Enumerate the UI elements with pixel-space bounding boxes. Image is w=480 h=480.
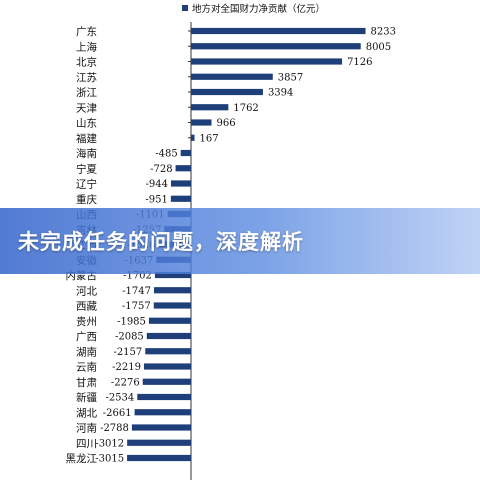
category-label: 湖南 (76, 345, 97, 358)
category-label: 宁夏 (76, 162, 97, 175)
bar-上海 (191, 43, 361, 50)
legend-label: 地方对全国财力净贡献（亿元） (192, 3, 325, 15)
category-label: 贵州 (76, 315, 97, 328)
bar-四川 (127, 439, 191, 446)
data-label: 8005 (366, 42, 391, 53)
bar-甘肃 (142, 378, 191, 385)
data-label: -1747 (122, 286, 151, 297)
bar-重庆 (170, 195, 191, 202)
bar-北京 (191, 58, 343, 65)
bar-福建 (191, 134, 195, 141)
bar-浙江 (191, 88, 263, 96)
bar-广西 (146, 332, 191, 340)
category-label: 云南 (76, 361, 97, 374)
bar-贵州 (148, 317, 191, 324)
data-label: -1702 (123, 271, 152, 282)
category-label: 浙江 (76, 87, 97, 99)
bar-西藏 (153, 302, 191, 309)
bar-内蒙古 (154, 271, 191, 279)
title-banner: 未完成任务的问题，深度解析 (0, 208, 480, 274)
category-label: 广西 (76, 331, 97, 343)
category-label: 河北 (76, 285, 97, 297)
data-label: 3857 (278, 72, 303, 83)
bar-宁夏 (175, 165, 191, 172)
category-label: 四川 (76, 438, 97, 450)
category-label: 山东 (76, 117, 97, 130)
category-label: 新疆 (76, 391, 97, 404)
bar-湖北 (134, 409, 191, 416)
data-label: 7126 (347, 57, 372, 68)
bar-海南 (180, 149, 191, 157)
bar-天津 (191, 104, 229, 111)
data-label: -728 (150, 164, 172, 175)
data-label: 167 (200, 133, 219, 144)
category-label: 甘肃 (76, 376, 97, 389)
banner-title: 未完成任务的问题，深度解析 (18, 230, 304, 254)
bar-江苏 (191, 73, 273, 80)
category-label: 海南 (76, 147, 97, 160)
data-label: 3394 (268, 88, 293, 99)
data-label: -3012 (95, 438, 124, 449)
legend: 地方对全国财力净贡献（亿元） (182, 3, 325, 15)
category-label: 黑龙江 (66, 452, 98, 465)
bar-新疆 (137, 393, 191, 401)
category-label: 河南 (76, 422, 97, 435)
bar-湖南 (145, 348, 191, 355)
data-label: -944 (146, 179, 168, 190)
data-label: -2219 (112, 362, 141, 373)
data-label: -2276 (111, 377, 140, 388)
data-label: -3015 (95, 454, 124, 465)
category-label: 天津 (76, 102, 97, 114)
bar-广东 (191, 27, 366, 35)
data-label: 8233 (371, 27, 396, 38)
category-label: 上海 (76, 40, 97, 53)
data-label: 1762 (233, 103, 258, 114)
bar-云南 (143, 363, 191, 370)
bar-黑龙江 (127, 454, 191, 462)
category-label: 西藏 (76, 301, 97, 313)
bar-河南 (131, 424, 191, 431)
data-label: -2661 (103, 408, 132, 419)
bar-山东 (191, 119, 212, 126)
legend-swatch (182, 5, 188, 11)
data-label: -1985 (117, 316, 146, 327)
category-label: 北京 (76, 56, 97, 69)
data-label: -2788 (100, 423, 129, 434)
data-label: 966 (216, 118, 235, 129)
data-label: -2085 (115, 332, 144, 343)
category-label: 江苏 (76, 71, 97, 84)
category-label: 重庆 (76, 193, 97, 206)
category-label: 福建 (76, 132, 97, 145)
data-label: -1757 (122, 301, 151, 312)
category-label: 湖北 (76, 407, 97, 419)
bar-河北 (153, 287, 191, 294)
category-label: 广东 (76, 25, 97, 38)
data-label: -2534 (105, 393, 134, 404)
category-label: 辽宁 (76, 178, 97, 191)
data-label: -2157 (113, 347, 142, 358)
data-label: -485 (155, 149, 177, 160)
data-label: -951 (145, 194, 167, 205)
bar-辽宁 (170, 180, 191, 187)
